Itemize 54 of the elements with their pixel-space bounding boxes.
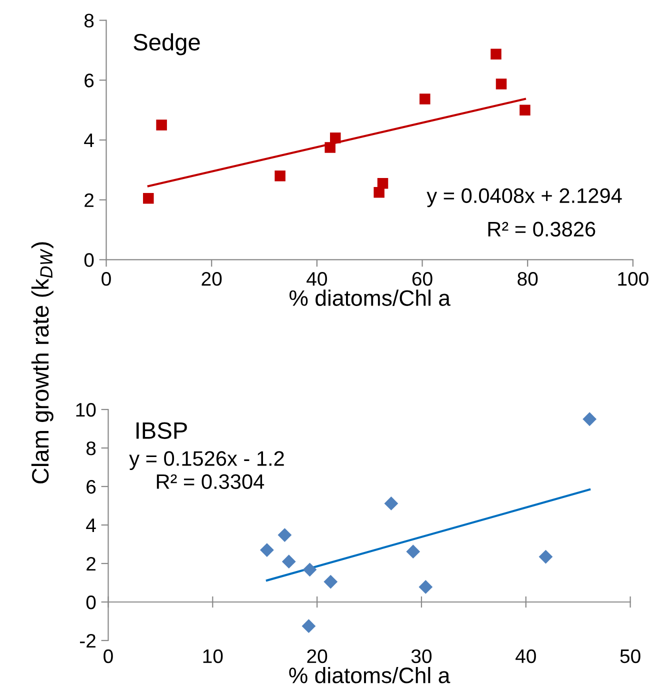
x-tick-label: 30	[411, 649, 432, 664]
point	[260, 543, 274, 557]
annotation: y = 0.1526x - 1.2	[129, 451, 284, 470]
point	[377, 178, 388, 189]
x-tick-label: 20	[202, 272, 222, 286]
x-axis-title: % diatoms/Chl a	[289, 666, 450, 684]
x-tick-label: 0	[102, 272, 111, 286]
x-tick-label: 40	[516, 649, 536, 664]
point	[582, 412, 597, 426]
y-tick-label: -2	[80, 634, 96, 648]
y-tick-label: 8	[84, 14, 94, 28]
y-tick-label: 4	[86, 518, 96, 532]
x-tick-label: 100	[618, 272, 648, 286]
x-tick-label: 20	[307, 649, 328, 664]
point	[278, 528, 292, 542]
x-tick-label: 40	[306, 272, 327, 286]
x-tick-label: 50	[620, 649, 640, 664]
point	[282, 554, 296, 569]
y-tick-label: 2	[84, 193, 94, 207]
y-axis-title: Clam growth rate (k$_{DW}$)	[31, 242, 54, 484]
point	[274, 170, 286, 182]
x-tick-label: 60	[412, 272, 432, 286]
point	[406, 544, 420, 559]
x-tick-label: 0	[104, 649, 113, 664]
x-tick-label: 10	[203, 649, 223, 664]
point	[490, 48, 502, 60]
y-tick-label: 4	[84, 134, 94, 148]
point	[384, 496, 398, 510]
x-axis-title: % diatoms/Chl a	[290, 290, 450, 306]
y-tick-label: 6	[84, 74, 94, 88]
y-tick-label: 2	[86, 556, 96, 571]
point	[420, 94, 430, 104]
y-tick-label: 8	[86, 441, 96, 456]
annotation: y = 0.0408x + 2.1294	[426, 188, 622, 208]
point	[302, 619, 316, 634]
point	[143, 192, 154, 204]
point	[302, 562, 317, 577]
point	[330, 132, 341, 144]
point	[496, 78, 507, 90]
annotation: R² = 0.3304	[156, 474, 264, 490]
point	[156, 120, 167, 130]
y-tick-label: 0	[84, 253, 94, 267]
point	[324, 142, 336, 153]
point	[520, 104, 530, 116]
y-tick-label: 6	[86, 480, 96, 494]
chart-title: IBSP	[136, 422, 187, 439]
text: Sedge	[134, 33, 200, 56]
point	[418, 580, 433, 594]
point	[538, 550, 553, 564]
y-tick-label: 0	[86, 595, 96, 610]
annotation: R² = 0.3826	[488, 222, 596, 237]
x-tick-label: 80	[518, 272, 538, 286]
y-tick-label: 10	[76, 402, 96, 417]
point	[324, 574, 338, 589]
